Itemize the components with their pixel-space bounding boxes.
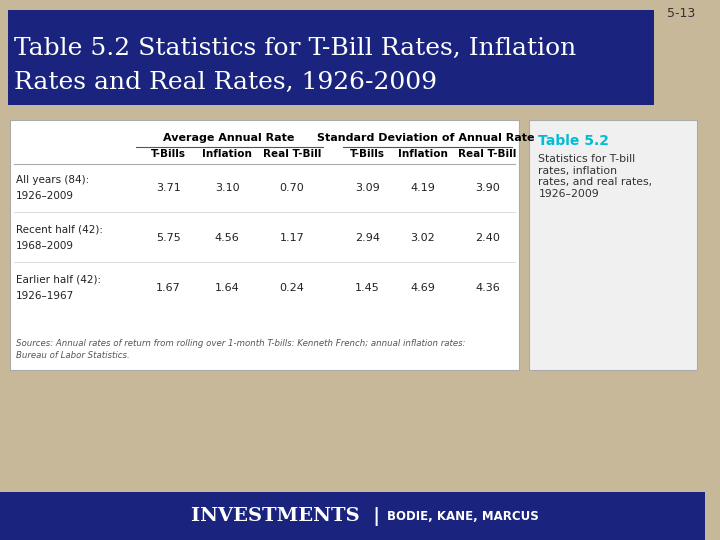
Text: Table 5.2 Statistics for T-Bill Rates, Inflation: Table 5.2 Statistics for T-Bill Rates, I…	[14, 37, 576, 59]
Text: T-Bills: T-Bills	[151, 149, 186, 159]
Text: 0.24: 0.24	[279, 283, 304, 293]
Text: Inflation: Inflation	[398, 149, 448, 159]
Text: 5-13: 5-13	[667, 7, 695, 20]
Text: 2.40: 2.40	[475, 233, 500, 243]
Text: 0.70: 0.70	[279, 183, 304, 193]
Text: Bureau of Labor Statistics.: Bureau of Labor Statistics.	[16, 352, 130, 361]
Text: Sources: Annual rates of return from rolling over 1-month T-bills: Kenneth Frenc: Sources: Annual rates of return from rol…	[16, 340, 465, 348]
Text: Real T-Bill: Real T-Bill	[459, 149, 517, 159]
Text: 4.19: 4.19	[410, 183, 436, 193]
Text: Recent half (42):: Recent half (42):	[16, 225, 103, 235]
Text: 1.45: 1.45	[355, 283, 379, 293]
Text: Real T-Bill: Real T-Bill	[263, 149, 321, 159]
Text: Table 5.2: Table 5.2	[539, 134, 609, 148]
Text: 3.09: 3.09	[355, 183, 379, 193]
Text: 1968–2009: 1968–2009	[16, 241, 73, 251]
Text: Earlier half (42):: Earlier half (42):	[16, 275, 101, 285]
FancyBboxPatch shape	[10, 120, 519, 370]
Text: 3.90: 3.90	[475, 183, 500, 193]
Text: 3.10: 3.10	[215, 183, 240, 193]
Text: 4.56: 4.56	[215, 233, 240, 243]
Text: 1.17: 1.17	[279, 233, 304, 243]
Text: 1926–1967: 1926–1967	[16, 291, 74, 301]
FancyBboxPatch shape	[0, 492, 705, 540]
FancyBboxPatch shape	[528, 120, 697, 370]
Text: T-Bills: T-Bills	[350, 149, 384, 159]
Text: 4.69: 4.69	[410, 283, 436, 293]
FancyBboxPatch shape	[8, 10, 654, 105]
Text: INVESTMENTS  |: INVESTMENTS |	[191, 507, 380, 525]
Text: 5.75: 5.75	[156, 233, 181, 243]
Text: 3.71: 3.71	[156, 183, 181, 193]
Text: 1.64: 1.64	[215, 283, 240, 293]
Text: Standard Deviation of Annual Rate: Standard Deviation of Annual Rate	[317, 133, 535, 143]
Text: Average Annual Rate: Average Annual Rate	[163, 133, 294, 143]
Text: 1.67: 1.67	[156, 283, 181, 293]
Text: Rates and Real Rates, 1926-2009: Rates and Real Rates, 1926-2009	[14, 71, 437, 93]
Text: Inflation: Inflation	[202, 149, 252, 159]
Text: BODIE, KANE, MARCUS: BODIE, KANE, MARCUS	[387, 510, 539, 523]
Text: 2.94: 2.94	[355, 233, 379, 243]
Text: 3.02: 3.02	[410, 233, 436, 243]
Text: All years (84):: All years (84):	[16, 175, 89, 185]
Text: Statistics for T-bill
rates, inflation
rates, and real rates,
1926–2009: Statistics for T-bill rates, inflation r…	[539, 154, 652, 199]
Text: 1926–2009: 1926–2009	[16, 191, 73, 201]
Text: 4.36: 4.36	[475, 283, 500, 293]
